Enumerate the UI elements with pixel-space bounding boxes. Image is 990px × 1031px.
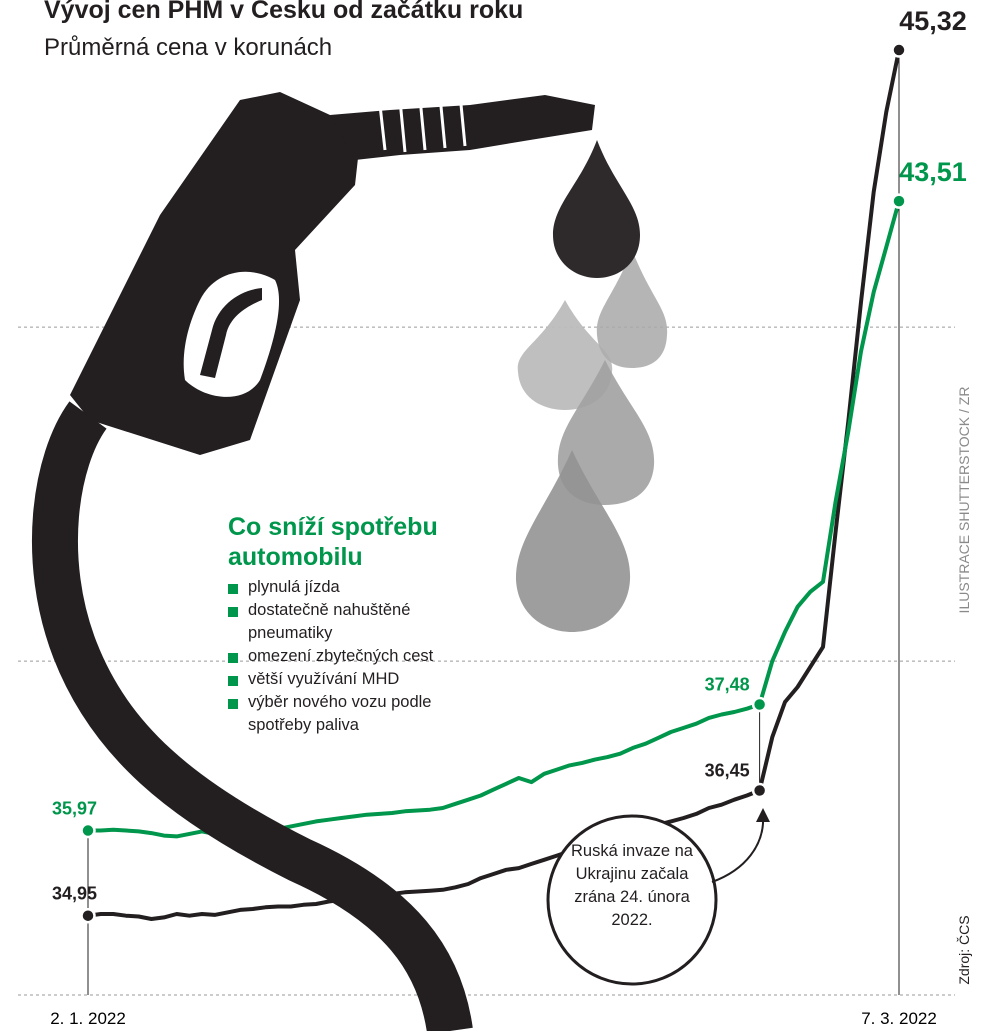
annotation: Ruská invaze na Ukrajinu začala zrána 24… [562,840,702,932]
drop [553,140,640,278]
point [82,909,95,922]
credit: ILUSTRACE SHUTTERSTOCK / ZR [956,387,972,614]
page: 2. 1. 2022 7. 3. 2022 34,95 36,45 45,32 35,97… [0,0,990,1031]
value-label: 43,51 [899,157,967,187]
point [753,784,766,797]
x-tick-label: 2. 1. 2022 [50,1009,126,1028]
tip-item: větší využívání MHD [228,668,473,691]
tips-title: Co sníží spotřebu automobilu [228,512,478,572]
source: Zdroj: ČCS [956,915,972,984]
value-label: 45,32 [899,6,967,36]
chart: 2. 1. 2022 7. 3. 2022 34,95 36,45 45,32 35,97… [0,0,990,1031]
tip-item: plynulá jízda [228,576,473,599]
point [893,44,906,57]
value-label: 37,48 [705,674,750,694]
tip-item: dostatečně nahuštěné pneumatiky [228,599,473,645]
tip-item: výběr nového vozu podle spotřeby paliva [228,691,473,737]
annotation-arrow [712,815,763,882]
annotation-arrowhead [756,808,770,822]
tips: Co sníží spotřebu automobilu plynulá jíz… [228,512,478,737]
point [893,195,906,208]
subtitle: Průměrná cena v korunách [44,34,332,62]
tip-item: omezení zbytečných cest [228,645,473,668]
value-label: 35,97 [52,799,97,819]
value-label: 34,95 [52,884,97,904]
point [753,698,766,711]
x-tick-label: 7. 3. 2022 [861,1009,937,1028]
value-label: 36,45 [705,760,750,780]
labels: 2. 1. 2022 7. 3. 2022 34,95 36,45 45,32 35,97… [50,6,967,1028]
drops [516,140,667,632]
point [82,824,95,837]
nozzle-body [70,92,360,455]
title: Vývoj cen PHM v Česku od začátku roku [44,0,523,25]
